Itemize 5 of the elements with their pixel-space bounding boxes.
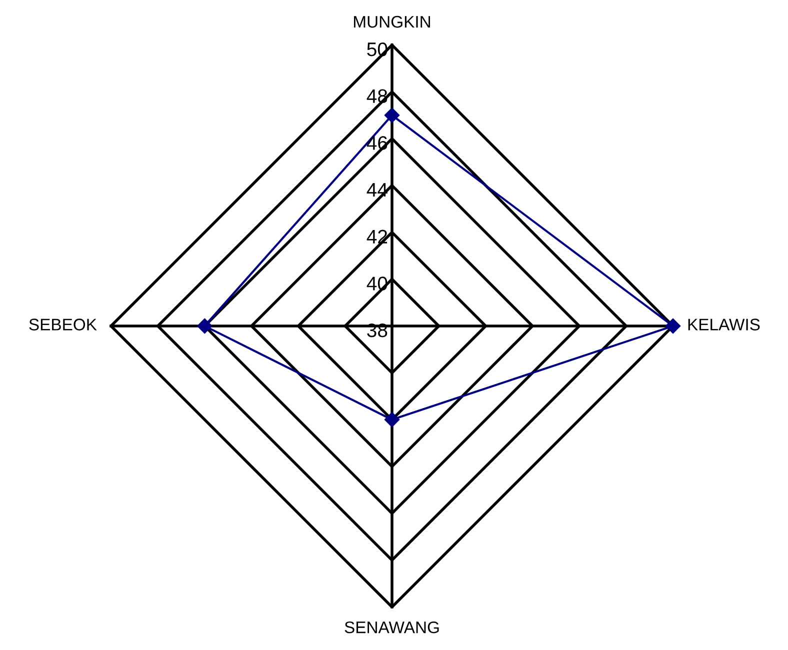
y-tick-label: 42: [366, 230, 388, 244]
spoke-label: SEBEOK: [29, 318, 97, 330]
spoke-label: MUNGKIN: [354, 16, 430, 28]
spoke-label: SENAWANG: [344, 621, 439, 634]
spoke-label: KELAWIS: [688, 318, 760, 330]
